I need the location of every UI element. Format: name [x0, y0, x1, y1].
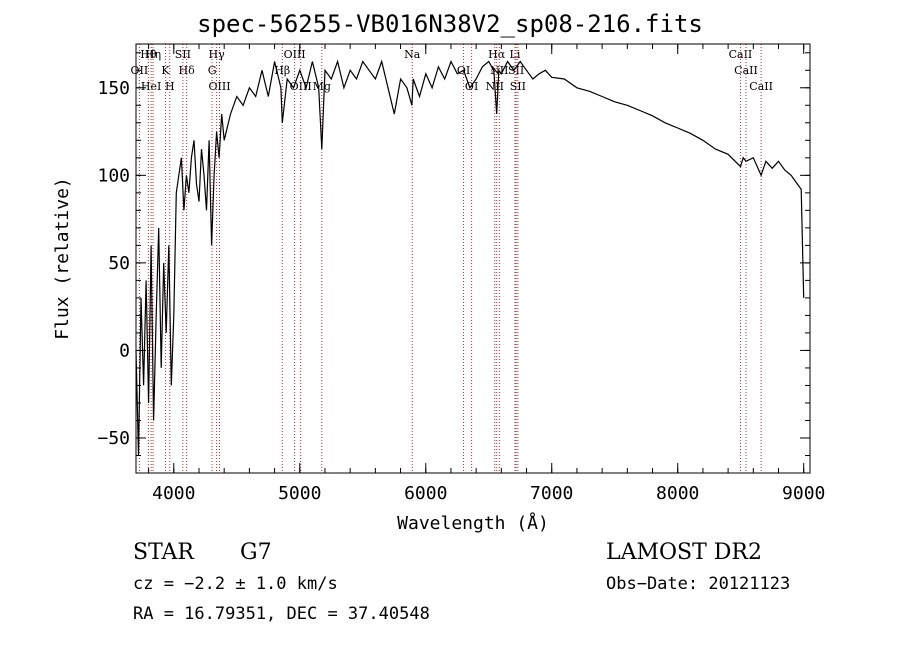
plot-frame [135, 43, 811, 474]
coordinates: RA = 16.79351, DEC = 37.40548 [133, 604, 430, 624]
x-tick-label: 9000 [782, 483, 825, 504]
spectral-line-label: CaII [749, 80, 773, 93]
spectral-line-label: OI [465, 80, 478, 93]
spectral-line-label: H [165, 80, 175, 93]
y-tick-label: 0 [119, 340, 130, 361]
redshift-text: cz = −2.2 ± 1.0 km/s [133, 574, 338, 594]
spectral-line-label: CaII [729, 48, 753, 61]
y-tick-label: 100 [97, 165, 130, 186]
spectral-line-label: K [161, 64, 170, 77]
spectral-line-label: Hβ [274, 64, 290, 77]
y-tick-label: 50 [108, 253, 130, 274]
x-axis-label: Wavelength (Å) [397, 512, 549, 534]
x-tick-label: 4000 [152, 483, 195, 504]
y-tick-label: 150 [97, 78, 130, 99]
spectral-line-label: Li [510, 48, 521, 61]
object-subclass: G7 [240, 540, 272, 565]
spectrum-line [135, 59, 805, 456]
x-tick-label: 6000 [404, 483, 447, 504]
spectral-line-label: Na [404, 48, 421, 61]
spectral-line-label: CaII [734, 64, 758, 77]
spectral-line-label: G [208, 64, 217, 77]
spectral-line-label: Hδ [179, 64, 196, 77]
x-tick-label: 5000 [278, 483, 321, 504]
obs-date: Obs−Date: 20121123 [606, 574, 791, 594]
spectral-line-label: Hθ [140, 48, 157, 61]
x-tick-label: 7000 [530, 483, 573, 504]
spectral-line-label: Hγ [209, 48, 226, 61]
y-axis-label: Flux (relative) [52, 177, 73, 340]
object-class: STAR [133, 540, 194, 565]
spectral-line-label: Hα [488, 48, 506, 61]
spectral-line-label: Hη [145, 48, 161, 61]
spectral-line-label: SII [510, 80, 526, 93]
spectral-line-label: Mg [313, 80, 331, 93]
y-tick-label: −50 [97, 428, 130, 449]
survey-label: LAMOST DR2 [606, 540, 762, 565]
chart-title: spec-56255-VB016N38V2_sp08-216.fits [197, 10, 703, 38]
spectral-line-label: OIII [284, 48, 306, 61]
spectral-line-label: OIII [208, 80, 230, 93]
spectral-line-label: HeI [141, 80, 161, 93]
spectral-line-label: SII [175, 48, 191, 61]
x-tick-label: 8000 [656, 483, 699, 504]
